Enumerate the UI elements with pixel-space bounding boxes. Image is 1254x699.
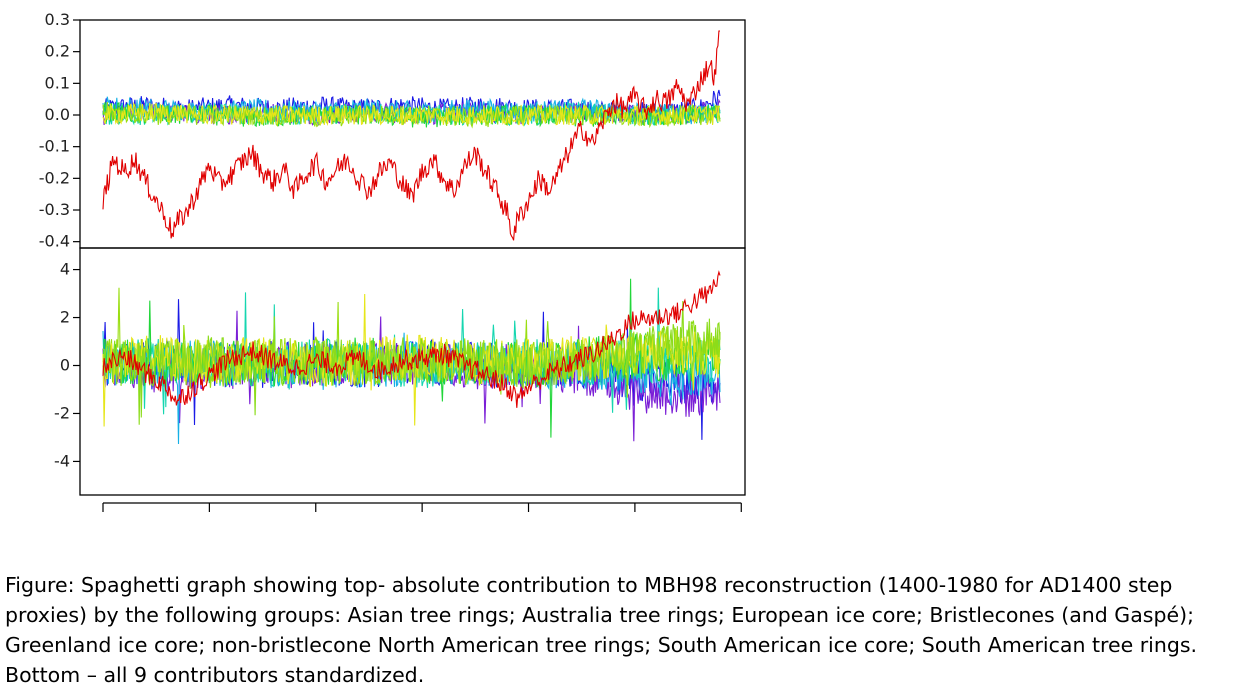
- top-panel: 0.3 0.2 0.1 0.0 -0.1 -0.2 -0.3 -0.4: [39, 10, 746, 251]
- y-tick-label: -2: [54, 403, 70, 422]
- y-tick-label: -0.3: [39, 200, 70, 219]
- series-line: [102, 300, 721, 425]
- y-tick-label: 2: [60, 308, 70, 327]
- series-line: [102, 270, 721, 408]
- bottom-panel: 4 2 0 -2 -4: [54, 247, 746, 496]
- x-axis: [102, 502, 742, 512]
- y-tick-label: 0.3: [45, 10, 70, 29]
- y-tick-label: 0.1: [45, 73, 70, 92]
- y-tick-label: 0.0: [45, 105, 70, 124]
- y-tick-label: 0.2: [45, 42, 70, 61]
- y-tick-label: -4: [54, 451, 70, 470]
- series-line: [102, 287, 721, 398]
- y-tick-label: -0.1: [39, 137, 70, 156]
- y-tick-label: 4: [60, 260, 70, 279]
- spaghetti-chart: 0.3 0.2 0.1 0.0 -0.1 -0.2 -0.3 -0.4 4 2 0 -2 -4: [39, 10, 746, 512]
- series-line: [102, 30, 720, 241]
- y-tick-label: 0: [60, 356, 70, 375]
- y-tick-label: -0.2: [39, 168, 70, 187]
- panel-frame: [79, 247, 746, 496]
- y-tick-label: -0.4: [39, 232, 70, 251]
- figure-caption: Figure: Spaghetti graph showing top- abs…: [5, 573, 1198, 687]
- series-line: [102, 101, 721, 127]
